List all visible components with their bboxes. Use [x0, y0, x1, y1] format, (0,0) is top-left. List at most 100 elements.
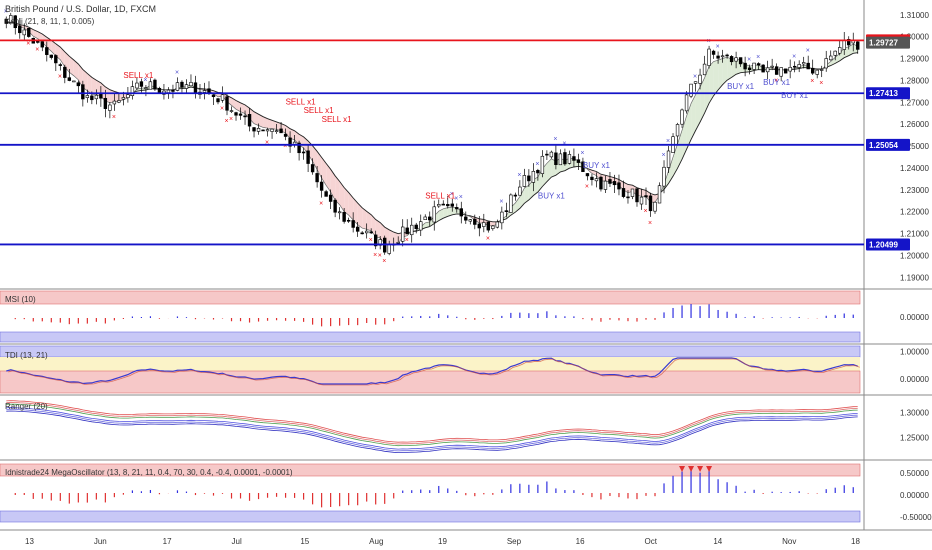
candle-body: [527, 175, 531, 182]
signal-cross: ×: [644, 208, 648, 215]
cloud-segment: [335, 175, 340, 205]
candle-body: [500, 211, 504, 224]
mega-title: Idnistrade24 MegaOscillator (13, 8, 21, …: [5, 468, 293, 477]
candle-body: [599, 176, 603, 190]
signal-cross: ×: [405, 237, 409, 244]
ranger-bands: [6, 400, 858, 454]
cloud-segment: [109, 89, 115, 103]
candle-body: [396, 242, 400, 244]
candle-body: [40, 41, 44, 48]
candle-body: [491, 225, 495, 229]
signal-label: BUY x1: [781, 91, 809, 100]
candle-body: [9, 15, 13, 23]
signal-cross: ×: [819, 80, 823, 87]
candle-body: [473, 218, 477, 225]
signal-cross: ×: [454, 195, 458, 202]
price-tick-label: 1.19000: [900, 273, 929, 282]
ranger-band-line: [6, 401, 858, 445]
candle-body: [833, 50, 837, 56]
signal-cross: ×: [35, 47, 39, 54]
candle-body: [838, 47, 842, 54]
ranger-band-line: [6, 403, 858, 447]
x-tick-label: Jun: [94, 537, 107, 546]
candle-body: [437, 204, 441, 207]
candle-body: [509, 194, 513, 213]
signal-cross: ×: [517, 172, 521, 179]
candle-body: [85, 95, 90, 98]
price-tag-box: [866, 238, 910, 251]
price-tick-label: 1.20000: [900, 251, 929, 260]
candle-body: [630, 188, 635, 197]
candle-body: [734, 57, 738, 62]
x-tick-label: Sep: [507, 537, 522, 546]
cloud-segment: [321, 157, 327, 186]
signal-cross: ×: [369, 237, 373, 244]
candle-body: [139, 81, 144, 87]
x-axis-labels: 13 Jun 17 Jul 15 Aug 19 Sep 16 Oct 14 Nov 18: [25, 537, 860, 546]
candle-body: [72, 80, 76, 83]
candle-body: [130, 86, 135, 96]
candle-body: [351, 220, 355, 228]
candle-body: [373, 234, 378, 247]
x-tick-label: 19: [438, 537, 447, 546]
cloud-segment: [362, 207, 367, 230]
cloud-segment: [339, 181, 345, 212]
candle-body: [603, 180, 608, 190]
signal-cross: ×: [225, 118, 229, 125]
candle-body: [797, 64, 801, 68]
indicator-tick-label: 0.50000: [900, 469, 929, 478]
cloud-segment: [447, 207, 453, 217]
candle-body: [108, 104, 112, 111]
candle-body: [401, 226, 405, 242]
signal-label: SELL x1: [304, 106, 334, 115]
candle-body: [567, 154, 572, 164]
cloud-segment: [285, 125, 291, 139]
cloud-segment: [537, 168, 543, 192]
candle-body: [63, 66, 67, 78]
candle-body: [486, 221, 491, 231]
signal-cross: ×: [283, 143, 287, 150]
cloud-segment: [348, 192, 354, 221]
candle-body: [576, 159, 581, 163]
tdi-line: [6, 357, 858, 385]
candle-body: [216, 98, 220, 103]
candle-body: [405, 227, 409, 235]
cloud-segment: [290, 128, 295, 140]
cloud-segment: [713, 60, 719, 96]
candle-body: [297, 142, 301, 154]
candle-body: [788, 66, 792, 72]
candle-body: [36, 40, 40, 43]
candle-body: [441, 203, 445, 206]
cloud-segment: [344, 187, 349, 216]
candle-body: [675, 124, 680, 137]
candle-body: [648, 195, 653, 212]
signal-cross: ×: [26, 41, 30, 48]
candle-body: [464, 216, 468, 221]
candle-body: [747, 67, 752, 71]
candle-body: [355, 226, 360, 232]
cloud-segment: [839, 47, 845, 61]
signal-cross: ×: [535, 161, 539, 168]
candle-body: [608, 179, 612, 184]
candle-body: [148, 81, 153, 90]
ranger-title: Ranger (20): [5, 402, 48, 411]
candle-body: [513, 194, 518, 197]
indicator-tick-label: 0.00000: [900, 313, 929, 322]
candle-body: [585, 173, 590, 177]
price-tag-label: 1.20499: [869, 240, 898, 249]
cloud-segment: [60, 47, 65, 67]
candle-body: [847, 39, 851, 46]
candle-body: [112, 100, 117, 105]
cloud-segment: [240, 102, 246, 114]
candle-body: [820, 69, 824, 71]
cloud-segment: [96, 80, 101, 97]
candle-body: [58, 64, 63, 66]
x-tick-label: 14: [713, 537, 722, 546]
candle-body: [175, 82, 180, 91]
price-tag-label: 1.25054: [869, 141, 898, 150]
price-tag-box: [866, 138, 910, 151]
candle-body: [67, 77, 72, 81]
candle-body: [81, 84, 85, 100]
candle-body: [522, 175, 527, 187]
tdi-title: TDI (13, 21): [5, 351, 48, 360]
